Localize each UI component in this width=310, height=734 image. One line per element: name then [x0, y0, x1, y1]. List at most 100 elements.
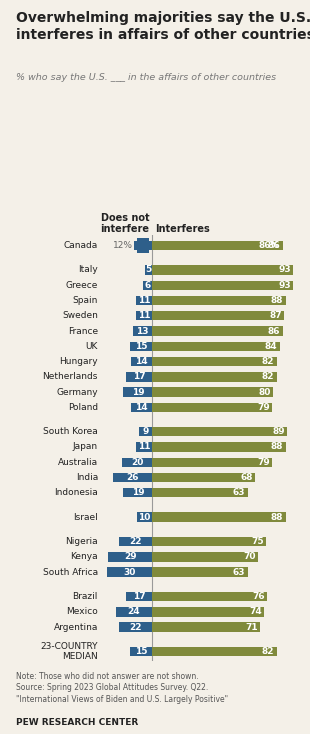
- Text: Australia: Australia: [58, 458, 98, 467]
- Text: 5: 5: [145, 266, 152, 275]
- Text: 22: 22: [129, 622, 142, 631]
- Text: 23-COUNTRY
MEDIAN: 23-COUNTRY MEDIAN: [41, 642, 98, 661]
- Text: 68: 68: [241, 473, 253, 482]
- Bar: [152, 327, 283, 335]
- Text: Canada: Canada: [64, 241, 98, 250]
- Text: 71: 71: [245, 622, 258, 631]
- Text: India: India: [76, 473, 98, 482]
- Text: 29: 29: [124, 553, 137, 562]
- Bar: [126, 592, 152, 601]
- Bar: [152, 622, 260, 632]
- Bar: [152, 443, 286, 451]
- Text: 87: 87: [269, 311, 282, 320]
- Text: 79: 79: [257, 458, 270, 467]
- Text: % who say the U.S. ___ in the affairs of other countries: % who say the U.S. ___ in the affairs of…: [16, 73, 276, 82]
- Bar: [113, 473, 152, 482]
- Text: 70: 70: [244, 553, 256, 562]
- Text: 88: 88: [271, 296, 283, 305]
- Bar: [152, 402, 272, 412]
- Text: Argentina: Argentina: [54, 622, 98, 631]
- Text: 86: 86: [268, 241, 280, 250]
- Bar: [108, 552, 152, 562]
- Bar: [152, 265, 293, 275]
- Text: 82: 82: [262, 647, 274, 656]
- Text: 14: 14: [135, 357, 148, 366]
- Text: South Africa: South Africa: [43, 567, 98, 577]
- Bar: [152, 567, 248, 577]
- Bar: [122, 457, 152, 467]
- Text: PEW RESEARCH CENTER: PEW RESEARCH CENTER: [16, 718, 138, 727]
- Text: 76: 76: [253, 592, 265, 601]
- Bar: [135, 311, 152, 321]
- Bar: [116, 607, 152, 617]
- Text: 84: 84: [265, 342, 277, 351]
- Bar: [135, 296, 152, 305]
- Text: 20: 20: [131, 458, 143, 467]
- Bar: [131, 402, 152, 412]
- Text: 88: 88: [271, 512, 283, 522]
- Text: Japan: Japan: [73, 443, 98, 451]
- Bar: [152, 341, 280, 351]
- Bar: [152, 241, 283, 250]
- Bar: [130, 647, 152, 656]
- Text: 10: 10: [139, 512, 151, 522]
- Bar: [152, 488, 248, 498]
- Bar: [152, 388, 273, 397]
- Text: Germany: Germany: [56, 388, 98, 396]
- Text: 79: 79: [257, 403, 270, 412]
- Text: 93: 93: [278, 266, 291, 275]
- Text: Israel: Israel: [73, 512, 98, 522]
- Text: 63: 63: [233, 567, 246, 577]
- Bar: [131, 357, 152, 366]
- Bar: [130, 341, 152, 351]
- Text: 11: 11: [138, 311, 150, 320]
- Text: 75: 75: [251, 537, 264, 546]
- Text: 93: 93: [278, 280, 291, 290]
- Text: 88: 88: [271, 443, 283, 451]
- Text: 86: 86: [268, 327, 280, 335]
- Text: Poland: Poland: [68, 403, 98, 412]
- Text: Italy: Italy: [78, 266, 98, 275]
- Text: 82: 82: [262, 357, 274, 366]
- Bar: [152, 311, 284, 321]
- Bar: [133, 327, 152, 335]
- Bar: [152, 592, 268, 601]
- Bar: [134, 241, 152, 250]
- Text: 17: 17: [133, 372, 146, 381]
- Text: Indonesia: Indonesia: [54, 488, 98, 497]
- Text: 12%: 12%: [113, 241, 133, 250]
- Bar: [152, 357, 277, 366]
- Text: Note: Those who did not answer are not shown.
Source: Spring 2023 Global Attitud: Note: Those who did not answer are not s…: [16, 672, 228, 704]
- Bar: [135, 443, 152, 451]
- Text: 74: 74: [249, 607, 262, 617]
- Text: 19: 19: [131, 488, 144, 497]
- Text: 15: 15: [135, 647, 147, 656]
- Bar: [152, 372, 277, 382]
- Text: 86%: 86%: [259, 241, 280, 250]
- Text: 89: 89: [272, 427, 285, 436]
- Text: South Korea: South Korea: [43, 427, 98, 436]
- Text: 82: 82: [262, 372, 274, 381]
- Bar: [119, 537, 152, 546]
- Text: 13: 13: [136, 327, 148, 335]
- Text: Overwhelming majorities say the U.S.
interferes in affairs of other countries: Overwhelming majorities say the U.S. int…: [16, 11, 310, 42]
- Text: Greece: Greece: [66, 280, 98, 290]
- Text: 24: 24: [128, 607, 140, 617]
- Bar: [152, 647, 277, 656]
- Bar: [152, 473, 255, 482]
- Text: 12: 12: [137, 241, 149, 250]
- Bar: [152, 512, 286, 522]
- Text: 80: 80: [259, 388, 271, 396]
- Bar: [143, 280, 152, 290]
- Text: Sweden: Sweden: [62, 311, 98, 320]
- Text: 11: 11: [138, 296, 150, 305]
- Text: Hungary: Hungary: [59, 357, 98, 366]
- Text: 26: 26: [126, 473, 139, 482]
- Text: 11: 11: [138, 443, 150, 451]
- Text: Netherlands: Netherlands: [42, 372, 98, 381]
- Bar: [152, 552, 258, 562]
- Text: UK: UK: [86, 342, 98, 351]
- Bar: [123, 488, 152, 498]
- Bar: [145, 265, 152, 275]
- Text: Interferes: Interferes: [155, 224, 210, 234]
